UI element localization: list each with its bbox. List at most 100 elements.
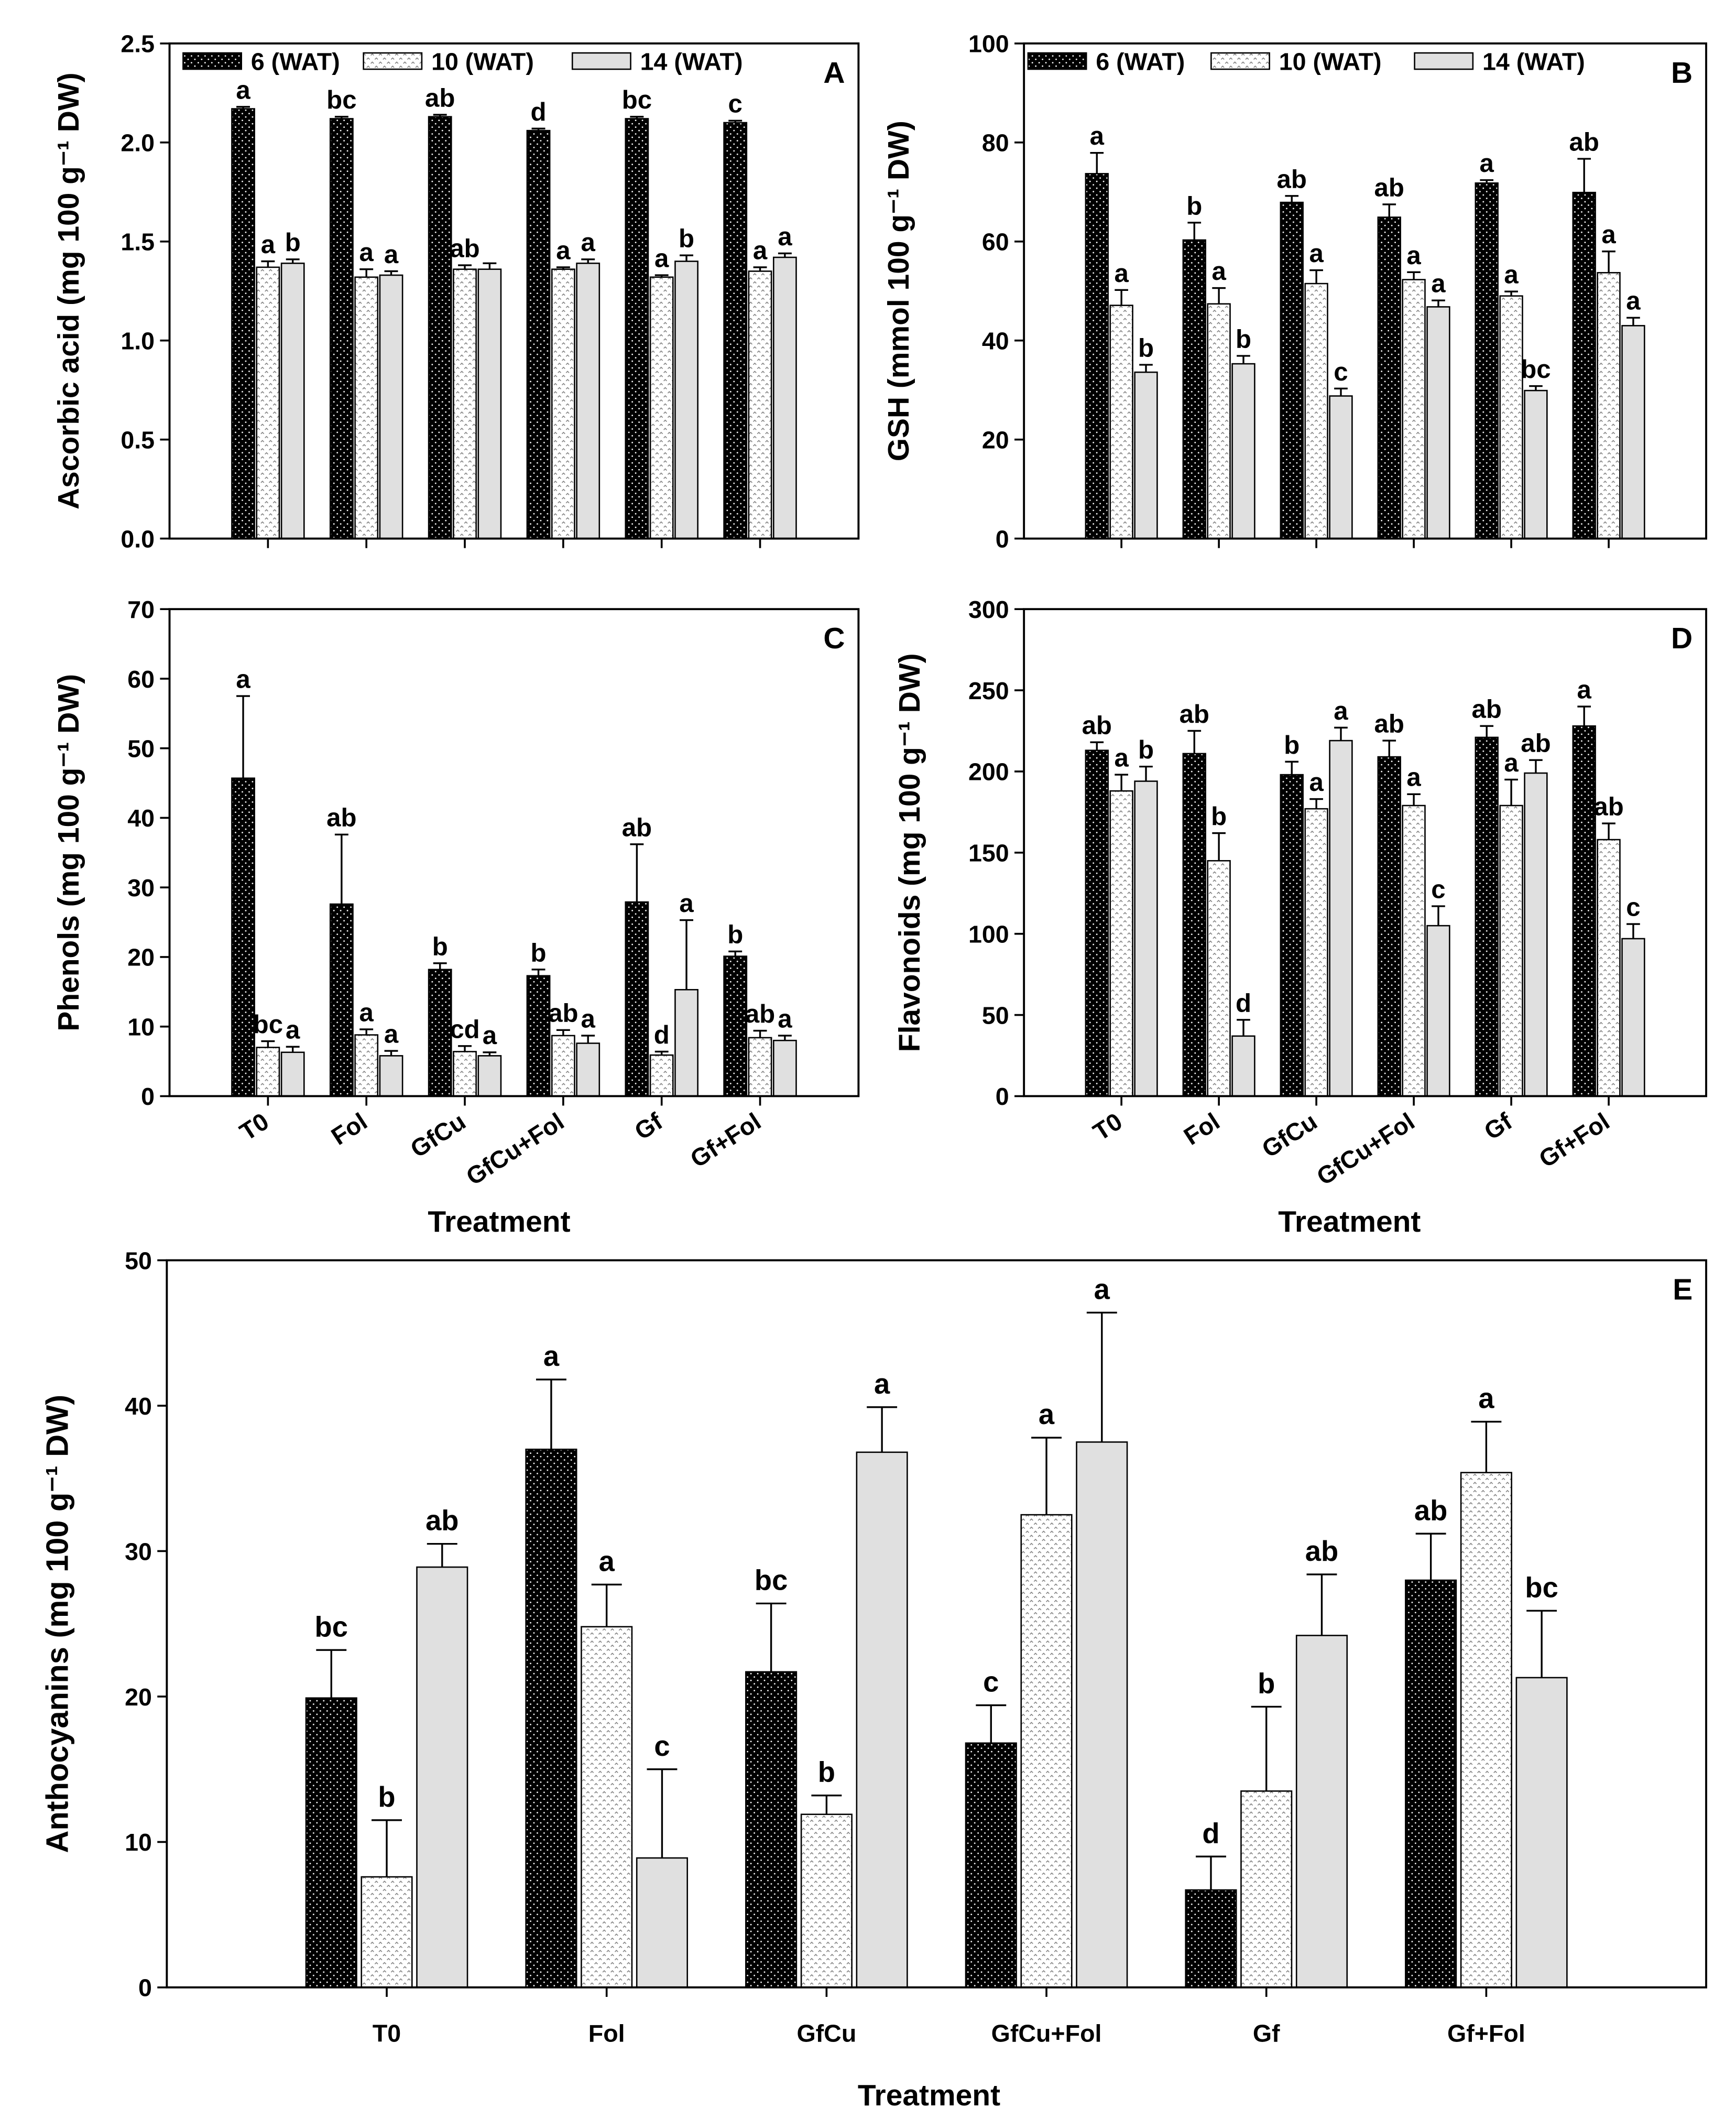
y-tick-label: 2.5 [121, 30, 155, 58]
bar-14wat [674, 988, 698, 1097]
y-tick-label: 30 [127, 874, 155, 901]
bar-14wat [1231, 1035, 1255, 1097]
significance-label: a [236, 665, 250, 694]
significance-label: a [1039, 1398, 1055, 1430]
bar-6wat [428, 116, 452, 539]
bar-10wat [1460, 1472, 1512, 1988]
significance-label: ab [1374, 710, 1404, 738]
bar-10wat [1304, 808, 1328, 1097]
significance-label: a [778, 222, 792, 251]
bar-6wat [1085, 173, 1109, 539]
bar-14wat [1621, 325, 1645, 539]
bar-10wat [748, 1037, 772, 1097]
y-tick-label: 60 [982, 229, 1009, 256]
y-tick-label: 2.0 [121, 129, 155, 157]
legend-swatch-14wat [1414, 52, 1474, 70]
bar-14wat [1231, 363, 1255, 539]
legend-swatch-6wat [182, 52, 243, 70]
y-tick-label: 0.5 [121, 426, 155, 453]
significance-label: bc [326, 85, 356, 114]
bar-6wat [329, 118, 354, 539]
bar-6wat [723, 955, 748, 1097]
bar-14wat [1524, 389, 1548, 539]
significance-label: c [983, 1666, 999, 1698]
y-tick-label: 50 [125, 1247, 152, 1274]
y-tick-label: 40 [982, 328, 1009, 355]
significance-label: ab [1082, 711, 1112, 740]
y-tick-label: 150 [968, 840, 1009, 867]
bar-10wat [800, 1813, 853, 1988]
x-axis-title: Treatment [858, 2079, 1000, 2112]
significance-label: a [679, 889, 694, 918]
bar-10wat [1240, 1790, 1293, 1988]
significance-label: c [1334, 357, 1348, 386]
significance-label: b [818, 1756, 835, 1788]
bar-10wat [256, 266, 280, 539]
significance-label: a [1577, 675, 1592, 704]
significance-label: b [1236, 324, 1251, 353]
panel-label: A [823, 56, 845, 90]
bar-14wat [1134, 780, 1158, 1097]
bar-6wat [526, 975, 551, 1097]
bar-14wat [1329, 395, 1353, 539]
x-axis-title: Treatment [428, 1205, 570, 1238]
significance-label: bc [622, 85, 652, 114]
y-tick-label: 300 [968, 596, 1009, 623]
legend-swatch-10wat [1210, 52, 1270, 70]
significance-label: ab [326, 803, 356, 832]
bar-6wat [231, 108, 255, 539]
bar-14wat [1426, 925, 1450, 1097]
bar-6wat [625, 118, 649, 539]
bar-6wat [1182, 239, 1206, 539]
panel-label: C [823, 622, 845, 655]
legend-swatch-6wat [1027, 52, 1087, 70]
significance-label: a [1601, 220, 1616, 249]
legend-label-6wat: 6 (WAT) [251, 48, 340, 75]
significance-label: ab [425, 1505, 458, 1537]
significance-label: a [581, 1004, 596, 1033]
y-tick-label: 30 [125, 1538, 152, 1565]
significance-label: b [285, 228, 301, 257]
bar-14wat [1076, 1441, 1128, 1988]
significance-label: ab [1414, 1494, 1447, 1526]
y-axis-title: Phenols (mg 100 g⁻¹ DW) [52, 674, 85, 1031]
bar-10wat [1020, 1514, 1073, 1988]
bar-10wat [1304, 282, 1328, 539]
bar-10wat [354, 276, 379, 539]
y-tick-label: 0 [996, 1083, 1009, 1110]
significance-label: a [1406, 241, 1421, 270]
legend-swatch-14wat [571, 52, 631, 70]
bar-14wat [856, 1451, 908, 1988]
x-tick-label: T0 [373, 2019, 401, 2047]
bar-14wat [1426, 306, 1450, 539]
bar-6wat [1475, 736, 1499, 1097]
y-tick-label: 80 [982, 129, 1009, 157]
significance-label: b [1258, 1667, 1275, 1699]
x-tick-label: Gf [1253, 2019, 1280, 2047]
significance-label: b [679, 224, 694, 253]
panel-label: E [1673, 1273, 1693, 1307]
significance-label: b [727, 920, 743, 949]
bar-14wat [477, 268, 502, 539]
significance-label: a [1406, 763, 1421, 792]
bar-6wat [1572, 725, 1596, 1097]
significance-label: a [483, 1021, 497, 1050]
y-axis-title: Flavonoids (mg 100 g⁻¹ DW) [893, 653, 926, 1052]
plot-frame [1023, 608, 1707, 1097]
y-tick-label: 10 [127, 1013, 155, 1040]
bar-6wat [1572, 191, 1596, 539]
significance-label: a [1094, 1274, 1110, 1306]
bar-6wat [329, 903, 354, 1097]
bar-6wat [625, 901, 649, 1097]
significance-label: d [1202, 1817, 1219, 1849]
bar-14wat [674, 260, 698, 539]
significance-label: a [236, 75, 250, 104]
significance-label: a [581, 228, 596, 257]
x-tick-label: GfCu+Fol [991, 2019, 1102, 2047]
y-tick-label: 0 [138, 1974, 152, 2002]
y-tick-label: 60 [127, 666, 155, 693]
bar-6wat [1377, 216, 1401, 539]
significance-label: a [1626, 287, 1641, 316]
significance-label: a [1309, 239, 1324, 268]
